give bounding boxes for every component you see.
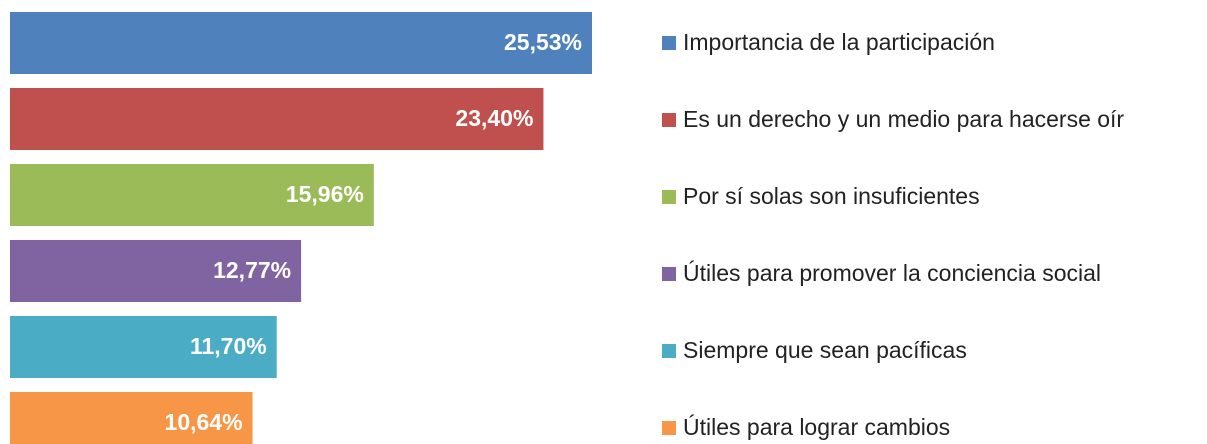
legend-swatch xyxy=(662,36,676,50)
value-label: 12,77% xyxy=(213,257,291,283)
legend-label: Siempre que sean pacíficas xyxy=(683,337,967,363)
legend-label: Útiles para promover la conciencia socia… xyxy=(683,260,1101,286)
legend-label: Por sí solas son insuficientes xyxy=(683,183,980,209)
value-label: 10,64% xyxy=(165,409,243,435)
value-label: 23,40% xyxy=(455,105,533,131)
legend-swatch xyxy=(662,344,676,358)
legend-swatch xyxy=(662,267,676,281)
value-label: 25,53% xyxy=(504,29,582,55)
legend-swatch xyxy=(662,113,676,127)
bar xyxy=(10,316,277,378)
legend-swatch xyxy=(662,421,676,435)
bar xyxy=(10,164,374,226)
value-label: 15,96% xyxy=(286,181,364,207)
bar xyxy=(10,392,253,444)
legend-swatch xyxy=(662,190,676,204)
bar xyxy=(10,88,544,150)
value-label: 11,70% xyxy=(190,333,267,359)
legend-label: Importancia de la participación xyxy=(683,29,995,55)
bar xyxy=(10,240,302,302)
bar xyxy=(10,12,592,74)
legend-label: Útiles para lograr cambios xyxy=(683,414,950,440)
legend-label: Es un derecho y un medio para hacerse oí… xyxy=(683,106,1124,132)
